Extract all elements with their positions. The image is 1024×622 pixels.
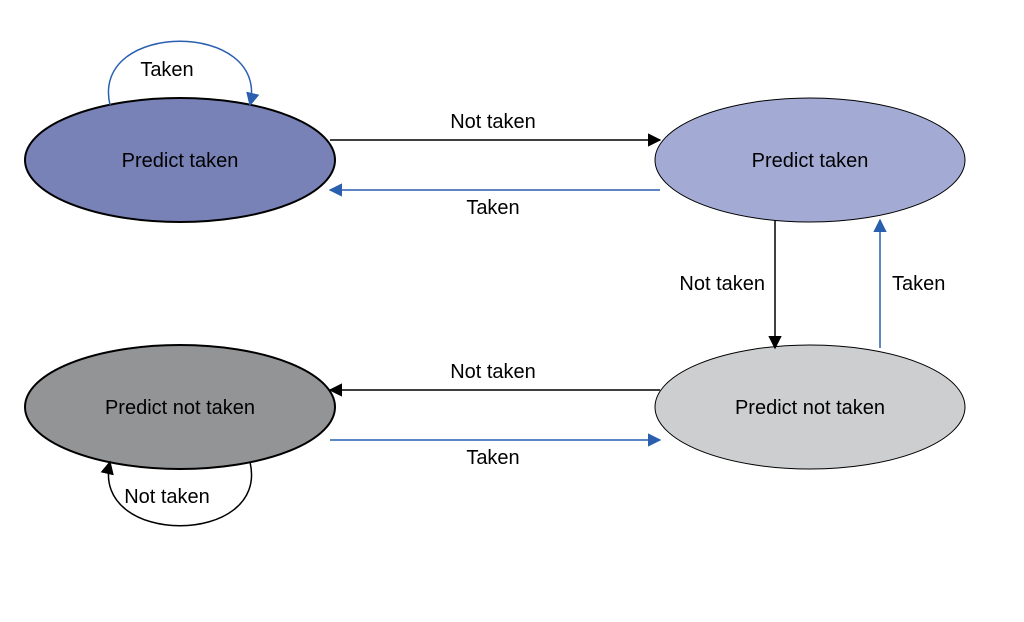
node-strong-taken: Predict taken: [25, 98, 335, 222]
edge-wt-to-wnt-label: Not taken: [679, 273, 765, 295]
edge-snt-to-wnt: Taken: [330, 440, 660, 469]
edge-strong-taken-self: Taken: [108, 41, 251, 105]
node-strong-not-taken: Predict not taken: [25, 345, 335, 469]
edge-snt-to-wnt-label: Taken: [466, 447, 519, 469]
node-strong-not-taken-label: Predict not taken: [105, 397, 255, 419]
edge-st-to-wt-label: Not taken: [450, 111, 536, 133]
state-machine-diagram: Predict taken Predict taken Predict not …: [0, 0, 1024, 622]
node-strong-taken-label: Predict taken: [122, 150, 239, 172]
edge-wnt-to-snt: Not taken: [330, 361, 660, 390]
edge-strong-not-taken-self: Not taken: [108, 462, 251, 526]
edge-strong-taken-self-label: Taken: [140, 59, 193, 81]
edge-wnt-to-wt-label: Taken: [892, 273, 945, 295]
edge-wnt-to-snt-label: Not taken: [450, 361, 536, 383]
edge-strong-not-taken-self-label: Not taken: [124, 486, 210, 508]
node-weak-taken-label: Predict taken: [752, 150, 869, 172]
edge-st-to-wt: Not taken: [330, 111, 660, 140]
edge-wt-to-st: Taken: [330, 190, 660, 219]
edge-wnt-to-wt: Taken: [880, 220, 945, 348]
node-weak-not-taken-label: Predict not taken: [735, 397, 885, 419]
edge-wt-to-st-label: Taken: [466, 197, 519, 219]
edge-wt-to-wnt: Not taken: [679, 220, 775, 348]
node-weak-not-taken: Predict not taken: [655, 345, 965, 469]
node-weak-taken: Predict taken: [655, 98, 965, 222]
